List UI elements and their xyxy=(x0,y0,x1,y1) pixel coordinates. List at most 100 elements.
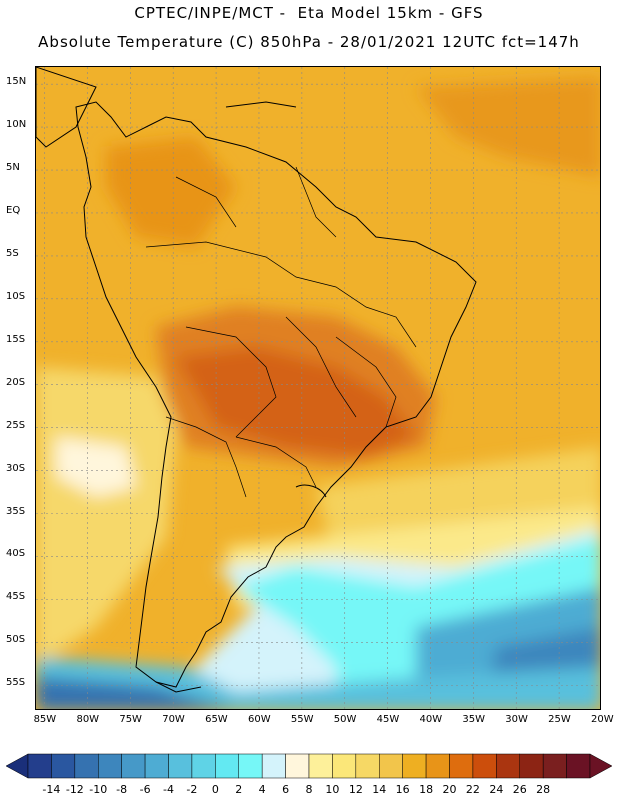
lat-tick-label: EQ xyxy=(6,204,21,216)
chart-title-line-1: CPTEC/INPE/MCT - Eta Model 15km - GFS xyxy=(134,4,484,22)
colorbar-swatch xyxy=(449,753,474,779)
state-border xyxy=(285,316,357,418)
chart-title-line-2: Absolute Temperature (C) 850hPa - 28/01/… xyxy=(38,33,580,51)
central-america-outline xyxy=(36,67,97,148)
river-plate-coast xyxy=(295,484,327,498)
border-line xyxy=(165,416,247,498)
field-patch xyxy=(36,677,230,709)
colorbar-swatch xyxy=(74,753,99,779)
field-patch xyxy=(176,347,416,457)
border-line xyxy=(185,326,277,438)
lat-tick-label: 25S xyxy=(6,419,26,431)
colorbar-tick-label: -6 xyxy=(139,783,151,796)
colorbar-tick-label: 24 xyxy=(489,783,504,796)
temperature-shading xyxy=(36,77,600,709)
colorbar-swatch xyxy=(542,753,567,779)
colorbar-swatch xyxy=(519,753,544,779)
lat-tick-label: 30S xyxy=(6,462,26,474)
colorbar-swatch xyxy=(355,753,380,779)
colorbar-swatch xyxy=(566,753,591,779)
colorbar-tick-label: 4 xyxy=(258,783,266,796)
lat-tick-label: 5S xyxy=(6,247,19,259)
colorbar-tick-label: 16 xyxy=(395,783,410,796)
colorbar-low-arrow xyxy=(6,753,29,779)
colorbar-tick-label: -12 xyxy=(65,783,84,796)
colorbar-swatch xyxy=(402,753,427,779)
state-border xyxy=(335,336,397,428)
colorbar-tick-label: 22 xyxy=(465,783,480,796)
border-line xyxy=(145,241,417,348)
lat-tick-label: 40S xyxy=(6,548,26,560)
lat-tick-label: 15N xyxy=(6,76,27,88)
colorbar-swatch xyxy=(425,753,450,779)
lat-tick-label: 50S xyxy=(6,634,26,646)
colorbar-swatch xyxy=(168,753,193,779)
colorbar-tick-label: -14 xyxy=(42,783,61,796)
lat-tick-label: 20S xyxy=(6,376,26,388)
lon-tick-label: 70W xyxy=(162,714,185,725)
colorbar-tick-label: -2 xyxy=(186,783,198,796)
lat-tick-label: 5N xyxy=(6,162,20,174)
colorbar-tick-label: -10 xyxy=(89,783,108,796)
colorbar-swatch xyxy=(144,753,169,779)
lat-tick-label: 55S xyxy=(6,677,26,689)
south-america-outline xyxy=(75,101,477,688)
lat-tick-label: 15S xyxy=(6,333,26,345)
lon-tick-label: 75W xyxy=(119,714,142,725)
tierra-del-fuego xyxy=(155,681,202,693)
colorbar-swatch xyxy=(308,753,333,779)
lon-tick-label: 20W xyxy=(591,714,614,725)
lon-tick-label: 40W xyxy=(419,714,443,725)
lon-tick-label: 60W xyxy=(247,714,271,725)
colorbar-swatch xyxy=(98,753,122,779)
temperature-map xyxy=(35,66,601,710)
colorbar-swatch xyxy=(27,753,52,779)
lat-tick-label: 45S xyxy=(6,591,26,603)
colorbar-swatch xyxy=(215,753,239,779)
lat-tick-label: 10S xyxy=(6,290,26,302)
lon-tick-label: 45W xyxy=(376,714,400,725)
border-line xyxy=(295,166,337,238)
colorbar-tick-label: 12 xyxy=(348,783,363,796)
colorbar-tick-label: 0 xyxy=(211,783,219,796)
colorbar-tick-label: -4 xyxy=(163,783,174,796)
lon-tick-label: 35W xyxy=(462,714,485,725)
map-canvas xyxy=(36,67,600,709)
colorbar-swatch xyxy=(285,753,310,779)
colorbar-tick-label: 20 xyxy=(442,783,457,796)
colorbar-swatch xyxy=(379,753,403,779)
border-line xyxy=(235,436,317,488)
colorbar-tick-label: -8 xyxy=(116,783,128,796)
colorbar-swatch xyxy=(191,753,216,779)
colorbar-swatch xyxy=(238,753,263,779)
colorbar-swatch xyxy=(332,753,357,779)
colorbar-tick-label: 14 xyxy=(372,783,387,796)
lon-tick-label: 30W xyxy=(505,714,528,725)
colorbar-swatch xyxy=(496,753,521,779)
lat-tick-label: 10N xyxy=(6,119,27,131)
field-patch xyxy=(56,437,136,497)
coastlines xyxy=(36,67,477,693)
colorbar-tick-label: 6 xyxy=(282,783,290,796)
field-patch xyxy=(106,137,236,247)
colorbar-tick-label: 18 xyxy=(419,783,434,796)
lon-tick-label: 65W xyxy=(205,714,228,725)
lon-tick-label: 50W xyxy=(333,714,357,725)
colorbar-swatch xyxy=(51,753,76,779)
colorbar-tick-label: 28 xyxy=(536,783,551,796)
country-borders xyxy=(145,166,417,498)
border-line xyxy=(175,176,237,228)
colorbar-swatch xyxy=(121,753,146,779)
colorbar-tick-label: 26 xyxy=(512,783,527,796)
colorbar-high-arrow xyxy=(589,753,612,779)
lon-tick-label: 85W xyxy=(33,714,57,725)
lon-tick-label: 25W xyxy=(548,714,571,725)
colorbar-swatch xyxy=(472,753,497,779)
colorbar-tick-label: 2 xyxy=(235,783,243,796)
gridlines xyxy=(36,67,600,709)
lon-tick-label: 55W xyxy=(290,714,314,725)
colorbar-tick-label: 8 xyxy=(305,783,313,796)
colorbar-tick-label: 10 xyxy=(325,783,340,796)
lon-tick-label: 80W xyxy=(76,714,100,725)
colorbar-swatch xyxy=(261,753,286,779)
